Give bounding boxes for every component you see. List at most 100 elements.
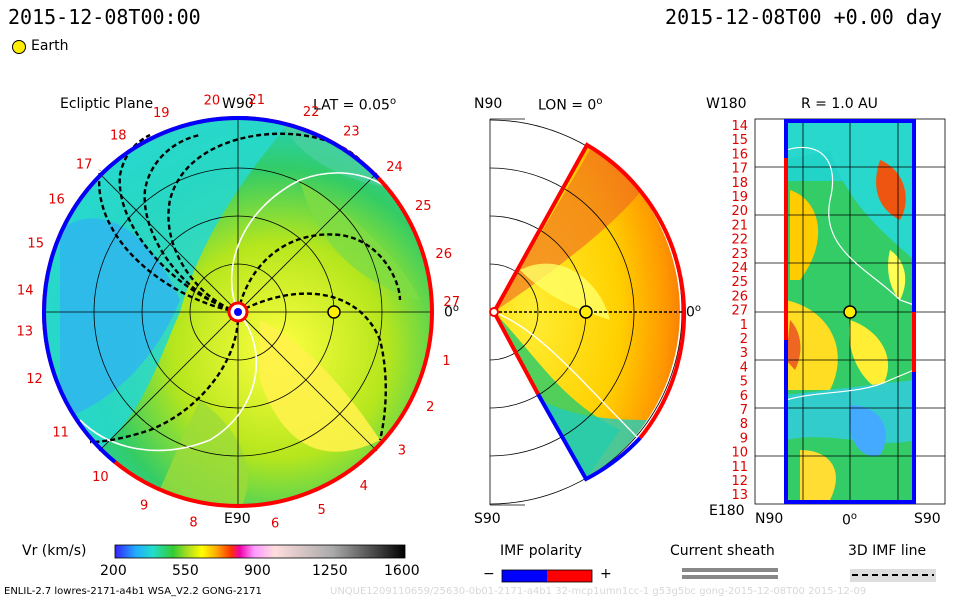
meridional-current-sheet	[493, 311, 641, 441]
sphere-y-label: 24	[731, 261, 748, 276]
sphere-y-label: 9	[740, 431, 748, 446]
carrington-label: 3	[398, 444, 406, 459]
ecliptic-title: Ecliptic Plane	[60, 96, 154, 112]
sphere-y-label: 15	[731, 133, 748, 148]
sphere-y-label: 13	[731, 488, 748, 503]
carrington-label: 9	[140, 498, 148, 513]
colorbar-tick-1600: 1600	[384, 563, 420, 579]
sphere-y-label: 25	[731, 275, 748, 290]
sphere-y-labels: 1415161718192021222324252627123456789101…	[731, 119, 748, 503]
sphere-x-label-n90: N90	[755, 511, 784, 527]
sun-core-icon	[234, 308, 242, 316]
colorbar-title: Vr (km/s)	[22, 543, 87, 559]
sphere-y-label: 11	[731, 460, 748, 475]
meridional-top-label: N90	[474, 96, 503, 112]
carrington-label: 26	[435, 247, 452, 262]
carrington-label: 5	[317, 503, 325, 518]
carrington-label: 13	[17, 325, 34, 340]
current-sheath-title: Current sheath	[670, 543, 775, 559]
carrington-label: 19	[153, 106, 170, 121]
sphere-bottom-left-label: E180	[709, 503, 745, 519]
sphere-y-label: 2	[740, 332, 748, 347]
colorbar-tick-550: 550	[172, 563, 199, 579]
carrington-label: 25	[415, 199, 432, 214]
sphere-x-label-0: 0o	[842, 511, 858, 529]
carrington-label: 16	[48, 193, 65, 208]
imf-polarity-negative	[502, 570, 547, 582]
carrington-label: 17	[76, 157, 93, 172]
ecliptic-lat-label: LAT = 0.05o	[313, 96, 397, 114]
earth-ecliptic-icon	[327, 305, 341, 319]
carrington-label: 12	[26, 372, 43, 387]
carrington-label: 14	[17, 284, 34, 299]
sphere-y-label: 14	[731, 119, 748, 134]
elapsed-title: 2015-12-08T00 +0.00 day	[665, 5, 942, 29]
sphere-y-label: 23	[731, 247, 748, 262]
sphere-y-label: 20	[731, 204, 748, 219]
sphere-y-label: 12	[731, 474, 748, 489]
carrington-label: 15	[27, 236, 44, 251]
ecliptic-imf-lines	[89, 132, 402, 444]
carrington-label: 6	[271, 517, 279, 532]
carrington-label: 23	[343, 125, 360, 140]
carrington-label: 27	[443, 295, 460, 310]
ecliptic-current-sheet	[79, 172, 401, 452]
carrington-label: 18	[110, 129, 127, 144]
colorbar	[114, 544, 406, 559]
meridional-right-label: 0o	[686, 303, 702, 321]
earth-legend-icon	[12, 40, 26, 54]
footer-model-info: ENLIL-2.7 lowres-2171-a4b1 WSA_V2.2 GONG…	[4, 586, 262, 597]
current-sheath-sample-a	[682, 568, 778, 572]
colorbar-tick-1250: 1250	[312, 563, 348, 579]
current-sheath-sample-b	[682, 575, 778, 579]
sphere-y-label: 6	[740, 389, 748, 404]
sphere-y-label: 26	[731, 289, 748, 304]
sphere-y-label: 7	[740, 403, 748, 418]
ecliptic-boundary-blue	[41, 118, 211, 464]
date-title: 2015-12-08T00:00	[8, 5, 201, 29]
sphere-y-label: 10	[731, 446, 748, 461]
sphere-current-sheet-b	[785, 369, 915, 401]
sphere-y-label: 1	[740, 318, 748, 333]
imf-polarity-minus: −	[483, 566, 495, 582]
carrington-label: 8	[189, 515, 197, 530]
carrington-label: 24	[386, 160, 403, 175]
sphere-top-left-label: W180	[706, 96, 747, 112]
carrington-label: 10	[92, 470, 109, 485]
sphere-y-label: 17	[731, 162, 748, 177]
sphere-x-label-s90: S90	[914, 511, 941, 527]
sphere-y-label: 19	[731, 190, 748, 205]
ecliptic-right-label: 0o	[444, 303, 460, 321]
earth-sphere-icon	[843, 305, 857, 319]
sphere-y-label: 8	[740, 417, 748, 432]
sphere-y-label: 5	[740, 375, 748, 390]
imf-polarity-plus: +	[600, 566, 612, 582]
ecliptic-bottom-label: E90	[224, 511, 251, 527]
carrington-label: 4	[360, 479, 368, 494]
earth-legend-label: Earth	[31, 38, 69, 54]
imf-polarity-positive	[547, 570, 592, 582]
imf-polarity-title: IMF polarity	[500, 543, 583, 559]
sphere-current-sheet-a	[785, 146, 915, 306]
earth-meridional-icon	[579, 305, 593, 319]
sphere-y-label: 18	[731, 176, 748, 191]
carrington-label: 21	[248, 93, 265, 108]
sphere-y-label: 27	[731, 304, 748, 319]
meridional-bottom-label: S90	[474, 511, 501, 527]
colorbar-tick-200: 200	[100, 563, 127, 579]
sphere-y-label: 3	[740, 346, 748, 361]
colorbar-tick-900: 900	[244, 563, 271, 579]
sphere-y-label: 21	[731, 218, 748, 233]
sphere-y-label: 22	[731, 233, 748, 248]
carrington-label: 2	[426, 400, 434, 415]
carrington-label: 11	[52, 426, 69, 441]
carrington-label: 22	[303, 105, 320, 120]
carrington-label: 20	[204, 94, 221, 109]
footer-run-id: UNQUE1209110659/25630-0b01-2171-a4b1 32-…	[330, 586, 867, 597]
ecliptic-top-label: W90	[222, 96, 254, 112]
sphere-y-label: 4	[740, 360, 748, 375]
sphere-title: R = 1.0 AU	[801, 96, 878, 112]
meridional-lon-label: LON = 0o	[538, 96, 603, 114]
